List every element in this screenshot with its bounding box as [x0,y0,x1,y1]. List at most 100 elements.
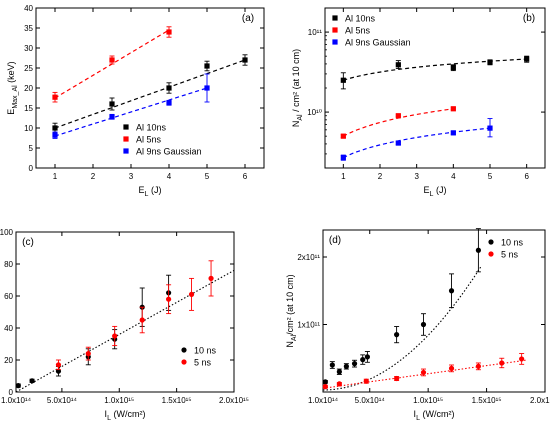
y-label-sub: Al [291,334,298,341]
data-point [395,62,401,68]
data-point [52,94,58,100]
panel-3: 1.0x10¹⁴ 5.0x10¹⁴ 1.0x10¹⁵ 1.5x10¹⁵ 2.0x10¹⁵… [285,228,550,422]
data-point [29,378,35,384]
x-label-tail: (W/cm²) [111,409,145,419]
data-point [329,362,335,368]
legend-label: Al 10ns [345,14,376,24]
data-point [166,85,172,91]
data-point [351,361,358,367]
legend-label: Al 5ns [345,26,371,36]
data-point [340,133,346,139]
data-point [109,114,115,120]
x-label-main: E [424,185,430,195]
y-label-main: N [291,121,301,128]
data-point [166,29,172,35]
y-tick-label: 40 [4,324,13,333]
x-tick-label: 3 [414,172,419,181]
x-label-sub: L [107,415,111,422]
data-point [360,357,366,363]
legend: 10 ns 5 ns [181,346,217,368]
x-tick-label: 1.0x10¹⁵ [104,396,134,405]
legend: Al 10ns Al 5ns Al 9ns Gaussian [332,14,411,48]
y-tick-label: 40 [24,4,33,13]
x-label-sub: L [430,191,434,198]
legend-marker [332,27,338,33]
legend: 10 ns 5 ns [488,238,524,260]
x-label-main: I [414,409,417,419]
y-tick-label: 10¹⁰ [307,108,322,117]
y-axis-label: NAl / cm² (at 10 cm) [291,49,304,127]
x-axis-label: IL (W/cm²) [105,409,146,422]
data-point [475,247,481,253]
x-tick-label: 1.0x10¹⁴ [1,396,32,405]
legend-label: 5 ns [501,250,519,260]
x-tick-label: 5.0x10¹⁴ [355,396,386,405]
x-tick-label: 5 [205,172,210,181]
series-al-5ns [52,26,172,103]
fit-line [54,59,246,129]
panel-1: 1 2 3 4 5 6 10¹⁰ 10¹¹ (b) EL (J) NAl / cm² (at 10 … [291,7,546,198]
series-al-9ns-gaussian [52,73,210,139]
data-point [55,362,62,368]
data-point [475,363,481,369]
data-point [340,154,346,161]
y-tick-label: 20 [24,84,33,93]
data-point [450,106,456,112]
y-tick-label: 10 [24,124,33,133]
fit-curve [343,127,491,159]
legend-marker [123,136,129,142]
y-label-tail: / cm² (at 10 cm) [291,49,301,115]
x-tick-label: 2.0x10¹⁵ [530,396,550,405]
data-point [242,57,248,63]
data-point [166,100,172,106]
series-al-5ns [340,106,456,139]
x-tick-label: 2 [91,172,96,181]
legend: Al 10ns Al 5ns Al 9ns Gaussian [123,123,202,157]
data-point [166,296,172,302]
y-label-main: E [6,109,16,115]
plot-frame [322,229,546,393]
x-tick-label: 2 [378,172,383,181]
data-point [363,378,369,384]
data-point [364,354,370,360]
y-tick-label: 10¹¹ [308,28,323,37]
legend-marker [332,15,338,21]
series-al-10ns [52,54,248,134]
x-tick-label: 3 [129,172,134,181]
legend-label: 10 ns [501,238,524,248]
y-tick-label: 15 [24,104,33,113]
y-tick-label: 1x10¹¹ [297,321,320,330]
data-point [109,101,115,107]
fit-curve [322,266,482,391]
series-10-ns [322,228,481,385]
series-al-10ns [340,55,530,90]
fit-line [15,269,235,393]
legend-label: Al 9ns Gaussian [345,38,411,48]
x-label-sub: L [145,191,149,198]
data-point [52,132,58,138]
data-point [394,375,400,382]
data-point [499,360,505,366]
data-point [420,321,427,328]
x-tick-label: 1.5x10¹⁵ [162,396,192,405]
x-axis-label: EL (J) [424,185,447,198]
data-point [322,384,328,390]
data-point [343,363,349,369]
y-tick-label: 100 [0,228,14,237]
x-label-sub: L [416,415,420,422]
data-point [519,356,525,362]
series-5-ns [55,260,214,371]
x-tick-label: 6 [243,172,248,181]
data-point [204,85,210,91]
data-point [395,113,401,119]
panel-letter: (b) [523,13,535,24]
legend-marker [332,39,338,45]
y-label-tail: (keV) [6,61,16,85]
legend-label: 5 ns [194,358,212,368]
y-label-main: N [285,341,295,348]
data-point [15,383,21,389]
legend-marker [123,124,129,130]
x-label-main: E [139,185,145,195]
